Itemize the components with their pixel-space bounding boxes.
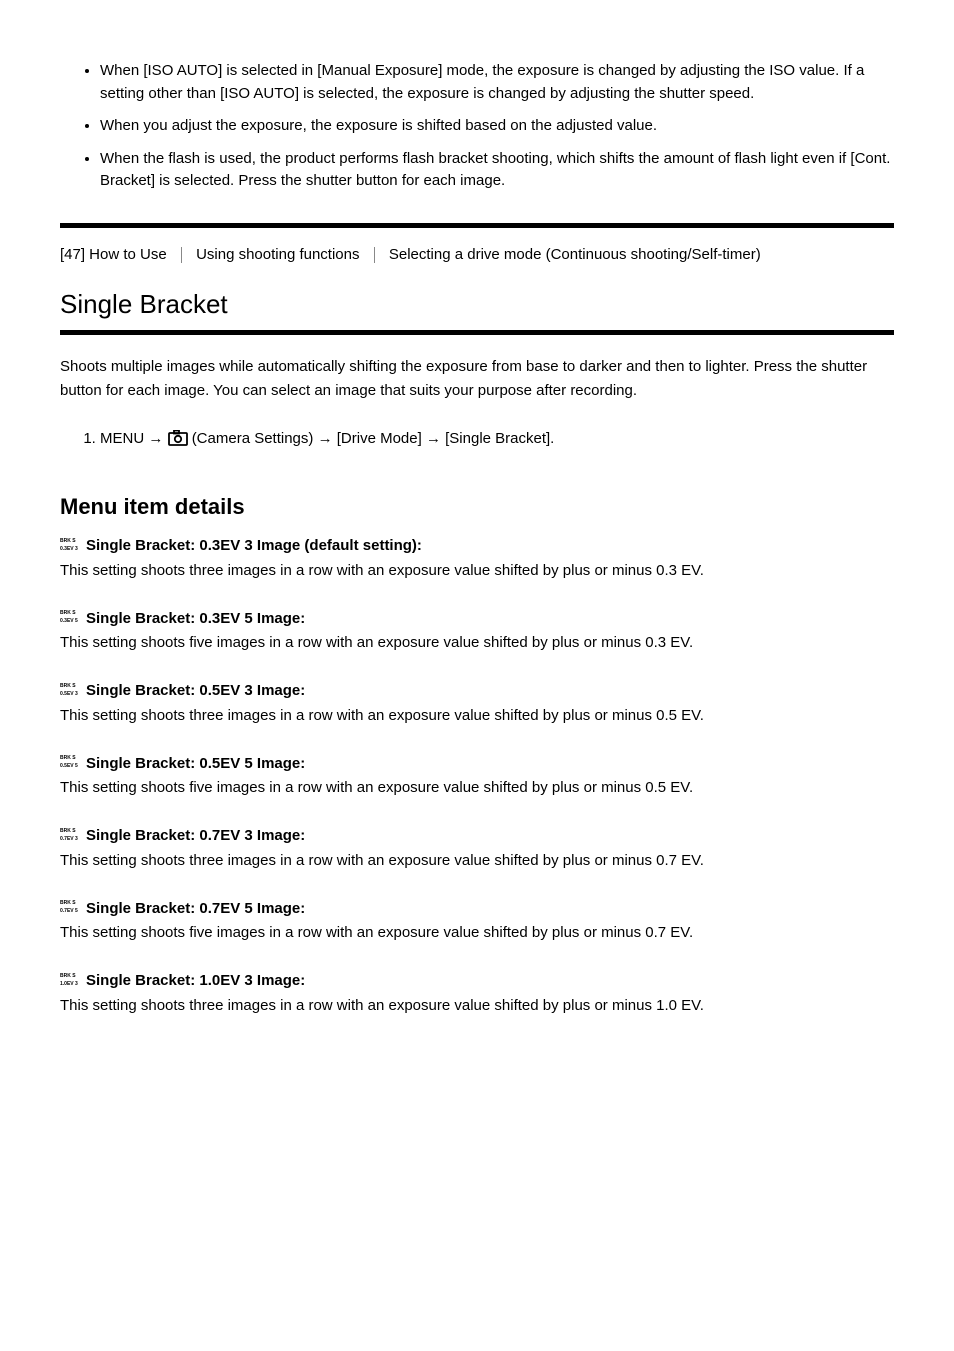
svg-text:BRK S: BRK S [60, 610, 76, 616]
menu-item-desc: This setting shoots five images in a row… [60, 922, 894, 945]
menu-item: BRK S 1.0EV 3 Single Bracket: 1.0EV 3 Ima… [60, 971, 894, 1018]
svg-text:BRK S: BRK S [60, 973, 76, 979]
menu-item-title: BRK S 1.0EV 3 Single Bracket: 1.0EV 3 Ima… [60, 971, 894, 991]
bracket-icon: BRK S 0.7EV 3 [60, 826, 82, 846]
breadcrumb: [47] How to Use Using shooting functions… [60, 238, 894, 271]
list-item: MENU → (Camera Settings) → [Drive Mode] … [100, 427, 894, 454]
menu-item-title-text: Single Bracket: 0.5EV 5 Image: [86, 755, 305, 772]
bracket-icon: BRK S 0.7EV 5 [60, 898, 82, 918]
menu-item-desc: This setting shoots three images in a ro… [60, 995, 894, 1018]
menu-items-container: BRK S 0.3EV 3 Single Bracket: 0.3EV 3 Imag… [60, 536, 894, 1018]
svg-text:1.0EV 3: 1.0EV 3 [60, 981, 78, 987]
menu-item-title: BRK S 0.5EV 3 Single Bracket: 0.5EV 3 Imag… [60, 681, 894, 701]
menu-item-title: BRK S 0.7EV 5 Single Bracket: 0.7EV 5 Imag… [60, 898, 894, 918]
menu-item: BRK S 0.5EV 5 Single Bracket: 0.5EV 5 Imag… [60, 753, 894, 800]
menu-item: BRK S 0.3EV 3 Single Bracket: 0.3EV 3 Imag… [60, 536, 894, 583]
menu-item-title-text: Single Bracket: 0.7EV 3 Image: [86, 827, 305, 844]
menu-item-title: BRK S 0.5EV 5 Single Bracket: 0.5EV 5 Imag… [60, 753, 894, 773]
menu-item-title-text: Single Bracket: 1.0EV 3 Image: [86, 972, 305, 989]
menu-item-desc: This setting shoots five images in a row… [60, 632, 894, 655]
step-mid: (Camera Settings) [192, 430, 314, 447]
breadcrumb-item: Using shooting functions [196, 246, 359, 263]
svg-text:0.3EV 3: 0.3EV 3 [60, 546, 78, 552]
menu-item-desc: This setting shoots three images in a ro… [60, 560, 894, 583]
bracket-icon: BRK S 0.5EV 5 [60, 753, 82, 773]
svg-text:BRK S: BRK S [60, 900, 76, 906]
page-container: When [ISO AUTO] is selected in [Manual E… [0, 0, 954, 1103]
bracket-icon: BRK S 1.0EV 3 [60, 971, 82, 991]
menu-item-title-text: Single Bracket: 0.3EV 3 Image (default s… [86, 537, 422, 554]
svg-text:0.7EV 5: 0.7EV 5 [60, 908, 78, 914]
menu-item: BRK S 0.5EV 3 Single Bracket: 0.5EV 3 Imag… [60, 681, 894, 728]
svg-text:BRK S: BRK S [60, 683, 76, 689]
menu-item: BRK S 0.3EV 5 Single Bracket: 0.3EV 5 Imag… [60, 608, 894, 655]
list-item: When the flash is used, the product perf… [100, 148, 894, 193]
breadcrumb-separator-icon [181, 247, 182, 263]
intro-text: Shoots multiple images while automatical… [60, 355, 894, 403]
svg-text:0.5EV 5: 0.5EV 5 [60, 763, 78, 769]
menu-item-title: BRK S 0.7EV 3 Single Bracket: 0.7EV 3 Imag… [60, 826, 894, 846]
svg-text:0.7EV 3: 0.7EV 3 [60, 836, 78, 842]
menu-item-title-text: Single Bracket: 0.7EV 5 Image: [86, 900, 305, 917]
camera-icon [168, 430, 188, 454]
menu-item-desc: This setting shoots three images in a ro… [60, 705, 894, 728]
page-title: Single Bracket [60, 289, 894, 320]
arrow-icon: → [148, 430, 167, 447]
svg-text:BRK S: BRK S [60, 828, 76, 834]
step-label: [Drive Mode] [337, 430, 422, 447]
breadcrumb-separator-icon [374, 247, 375, 263]
menu-item-title: BRK S 0.3EV 5 Single Bracket: 0.3EV 5 Imag… [60, 608, 894, 628]
menu-item: BRK S 0.7EV 5 Single Bracket: 0.7EV 5 Imag… [60, 898, 894, 945]
bracket-icon: BRK S 0.3EV 5 [60, 608, 82, 628]
svg-text:0.3EV 5: 0.3EV 5 [60, 618, 78, 624]
svg-text:BRK S: BRK S [60, 755, 76, 761]
breadcrumb-item: Selecting a drive mode (Continuous shoot… [389, 246, 761, 263]
svg-text:BRK S: BRK S [60, 538, 76, 544]
breadcrumb-item: [47] How to Use [60, 246, 167, 263]
notes-list: When [ISO AUTO] is selected in [Manual E… [60, 60, 894, 193]
menu-item-title-text: Single Bracket: 0.3EV 5 Image: [86, 610, 305, 627]
svg-text:0.5EV 3: 0.5EV 3 [60, 691, 78, 697]
list-item: When [ISO AUTO] is selected in [Manual E… [100, 60, 894, 105]
arrow-icon: → [426, 430, 445, 447]
menu-item-title-text: Single Bracket: 0.5EV 3 Image: [86, 682, 305, 699]
menu-item-desc: This setting shoots three images in a ro… [60, 850, 894, 873]
divider [60, 223, 894, 228]
menu-item-desc: This setting shoots five images in a row… [60, 777, 894, 800]
list-item: When you adjust the exposure, the exposu… [100, 115, 894, 138]
step-suffix: [Single Bracket]. [445, 430, 554, 447]
step-prefix: MENU [100, 430, 144, 447]
arrow-icon: → [318, 430, 337, 447]
menu-item: BRK S 0.7EV 3 Single Bracket: 0.7EV 3 Imag… [60, 826, 894, 873]
steps-list: MENU → (Camera Settings) → [Drive Mode] … [60, 427, 894, 454]
divider [60, 330, 894, 335]
bracket-icon: BRK S 0.5EV 3 [60, 681, 82, 701]
details-heading: Menu item details [60, 494, 894, 520]
menu-item-title: BRK S 0.3EV 3 Single Bracket: 0.3EV 3 Imag… [60, 536, 894, 556]
bracket-icon: BRK S 0.3EV 3 [60, 536, 82, 556]
